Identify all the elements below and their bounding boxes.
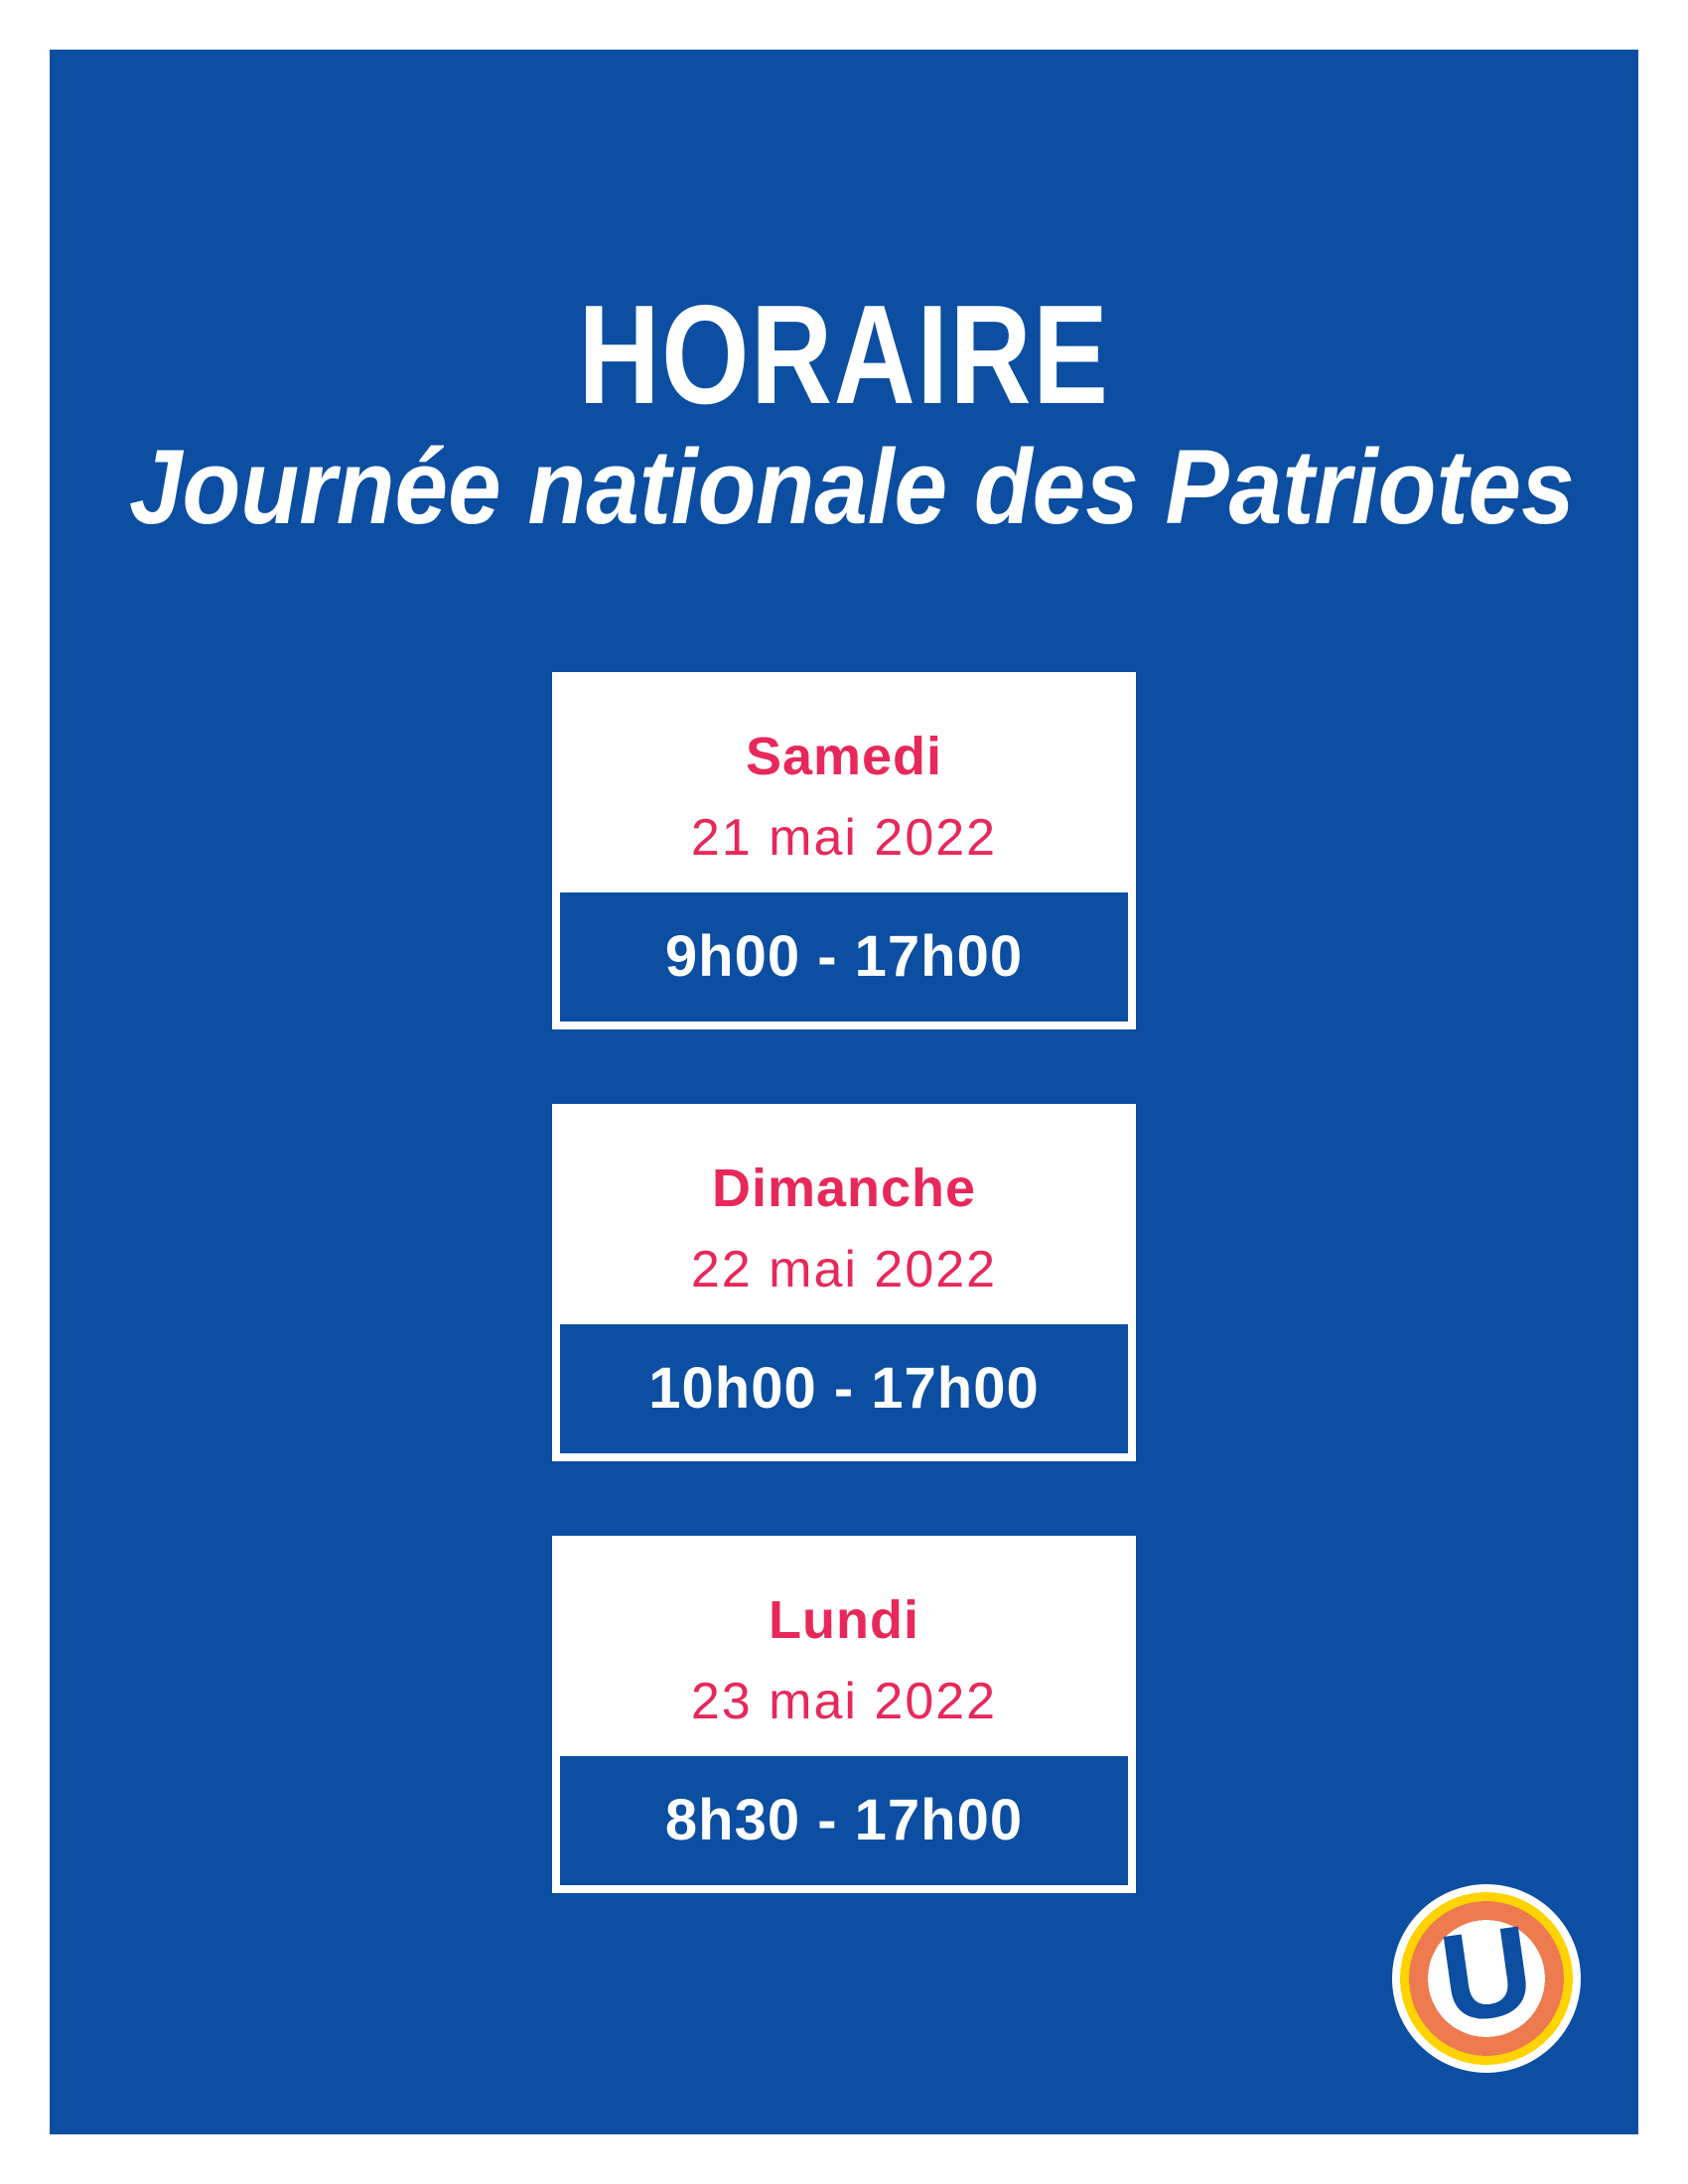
hours-bar: 9h00 - 17h00 xyxy=(560,892,1128,1022)
day-label: Samedi xyxy=(745,727,943,786)
hours-label: 9h00 - 17h00 xyxy=(664,924,1024,989)
poster-panel: HORAIRE Journée nationale des Patriotes … xyxy=(50,50,1638,2134)
schedule-card-saturday: Samedi 21 mai 2022 9h00 - 17h00 xyxy=(552,672,1136,1029)
page-subtitle: Journée nationale des Patriotes xyxy=(129,427,1575,546)
hours-label: 10h00 - 17h00 xyxy=(648,1356,1040,1421)
date-label: 23 mai 2022 xyxy=(690,1673,998,1730)
date-label: 21 mai 2022 xyxy=(690,809,998,867)
date-label: 22 mai 2022 xyxy=(690,1241,998,1298)
day-label: Lundi xyxy=(769,1590,919,1650)
page-title: HORAIRE xyxy=(578,276,1110,434)
hours-bar: 10h00 - 17h00 xyxy=(560,1324,1128,1453)
schedule-card-monday: Lundi 23 mai 2022 8h30 - 17h00 xyxy=(552,1536,1136,1893)
u-logo-letter: U xyxy=(1432,1898,1541,2050)
hours-bar: 8h30 - 17h00 xyxy=(560,1756,1128,1885)
day-label: Dimanche xyxy=(711,1159,977,1218)
u-brand-logo-icon: U xyxy=(1392,1884,1581,2073)
schedule-card-sunday: Dimanche 22 mai 2022 10h00 - 17h00 xyxy=(552,1104,1136,1461)
hours-label: 8h30 - 17h00 xyxy=(664,1788,1024,1852)
